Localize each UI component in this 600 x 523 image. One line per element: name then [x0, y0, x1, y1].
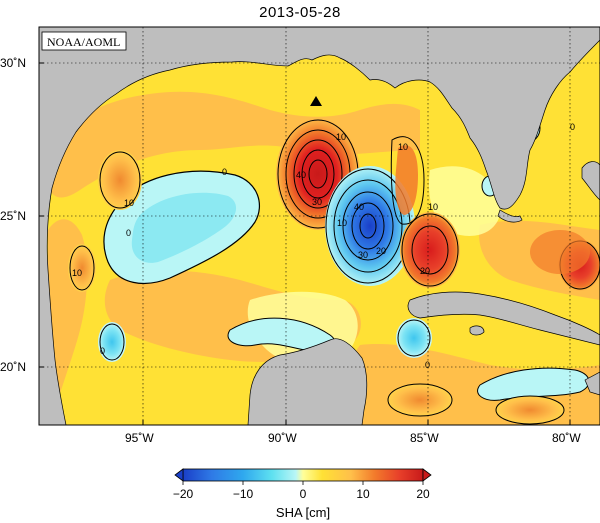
east-warm-eddy — [400, 212, 460, 288]
far-west-warm-eddy — [68, 244, 96, 292]
southeast-cold-tongue — [477, 367, 590, 401]
colorbar-tick-label: 10 — [356, 487, 370, 501]
contour-label: 40 — [354, 202, 364, 212]
south-warm-eddy — [495, 395, 565, 425]
buoy-marker-triangle — [310, 96, 322, 106]
contour-label: 10 — [428, 202, 438, 212]
colorbar-title: SHA [cm] — [276, 505, 330, 520]
plot-frame — [38, 26, 600, 426]
contour-label: 20 — [376, 246, 386, 256]
x-tick-label: 80˚W — [552, 431, 581, 445]
southeast-warm-eddy — [387, 383, 453, 417]
contour-label: 10 — [72, 268, 82, 278]
contour-label: 30 — [358, 250, 368, 260]
yucatan-cold-eddy — [396, 318, 432, 358]
credit-box: NOAA/AOML — [41, 31, 127, 51]
credit-label: NOAA/AOML — [47, 35, 120, 49]
map-title: 2013-05-28 — [259, 4, 341, 21]
orange-band-north — [50, 91, 420, 198]
x-axis-labels: 95˚W 90˚W 85˚W 80˚W — [125, 431, 581, 445]
east-ridge — [395, 145, 418, 215]
y-tick-label: 30˚N — [0, 56, 26, 70]
x-tick-label: 85˚W — [410, 431, 439, 445]
graticule — [39, 27, 600, 425]
caribbean-warm-patch — [530, 230, 590, 274]
contour-label: 10 — [398, 142, 408, 152]
contour-labels: 40 30 10 40 30 20 10 0 0 10 10 20 10 10 … — [72, 122, 575, 370]
cuba — [407, 291, 600, 346]
contour-label: 10 — [336, 132, 346, 142]
map-plot-area — [39, 27, 600, 425]
southwest-cold-eddy — [98, 322, 126, 362]
colorbar-tick-label: 20 — [416, 487, 430, 501]
colorbar-min-arrow — [174, 468, 184, 482]
colorbar-tick-label: 0 — [300, 487, 307, 501]
hispaniola-edge — [584, 371, 600, 396]
contour-label: 0 — [425, 360, 430, 370]
contour-label: 10 — [337, 218, 347, 228]
land-masses — [39, 27, 600, 425]
colorbar-max-arrow — [422, 468, 432, 482]
bahamas — [581, 161, 600, 201]
contour-label: 0 — [126, 228, 131, 238]
colorbar-gradient — [182, 468, 424, 482]
contour-label: 30 — [312, 197, 322, 207]
y-axis-labels: 20˚N 25˚N 30˚N — [0, 56, 26, 374]
west-cold-eddy-core — [131, 192, 237, 263]
colorbar-tick-label: −20 — [173, 487, 194, 501]
florida-keys — [497, 209, 523, 223]
contour-label: 0 — [100, 346, 105, 356]
y-tick-label: 25˚N — [0, 209, 26, 223]
east-eddy-contours — [401, 213, 459, 287]
colorbar-tick-label: −10 — [233, 487, 254, 501]
axis-ticks — [39, 62, 571, 425]
contour-label: 20 — [420, 266, 430, 276]
y-tick-label: 20˚N — [0, 360, 26, 374]
contour-label: 40 — [296, 170, 306, 180]
colorbar: −20 −10 0 10 20 SHA [cm] — [173, 468, 432, 520]
us-gulf-coast — [39, 27, 600, 425]
yucatan-peninsula — [247, 338, 368, 425]
isle-of-youth — [469, 325, 485, 336]
contour-label: 0 — [222, 167, 227, 177]
x-tick-label: 95˚W — [125, 431, 154, 445]
contour-label: 10 — [124, 198, 134, 208]
contour-label: 0 — [570, 122, 575, 132]
x-tick-label: 90˚W — [268, 431, 297, 445]
west-warm-eddy — [98, 150, 142, 210]
